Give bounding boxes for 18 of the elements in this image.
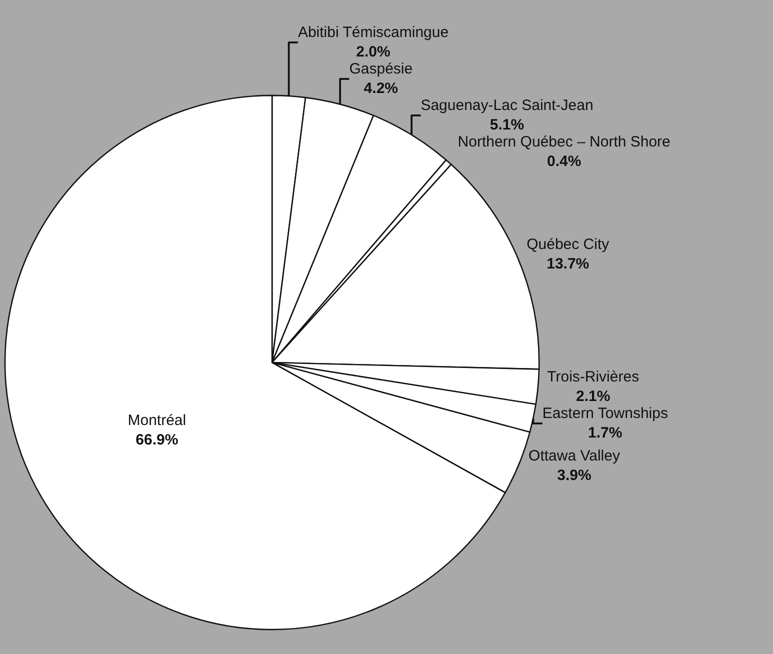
data-label: 13.7%: [546, 256, 590, 273]
data-label: 66.9%: [136, 431, 178, 448]
data-label: 2.1%: [576, 388, 610, 406]
data-label: 0.4%: [546, 153, 582, 170]
slice-label: Abitibi Témiscamingue: [298, 24, 449, 42]
data-label: 4.2%: [364, 80, 398, 98]
slice-label: Ottawa Valley: [528, 447, 620, 464]
slice-label: Montréal: [128, 412, 186, 429]
slice-label: Québec City: [526, 236, 610, 254]
slice-label: Northern Québec – North Shore: [458, 134, 670, 151]
slice-label: Eastern Townships: [542, 405, 668, 422]
slice-label: Saguenay-Lac Saint-Jean: [420, 97, 594, 114]
data-label: 5.1%: [490, 116, 524, 134]
data-label: 3.9%: [557, 466, 592, 484]
slice-label: Gaspésie: [349, 60, 413, 78]
data-label: 2.0%: [356, 44, 390, 61]
data-label: 1.7%: [588, 424, 622, 442]
slice-label: Trois-Rivières: [547, 368, 640, 386]
